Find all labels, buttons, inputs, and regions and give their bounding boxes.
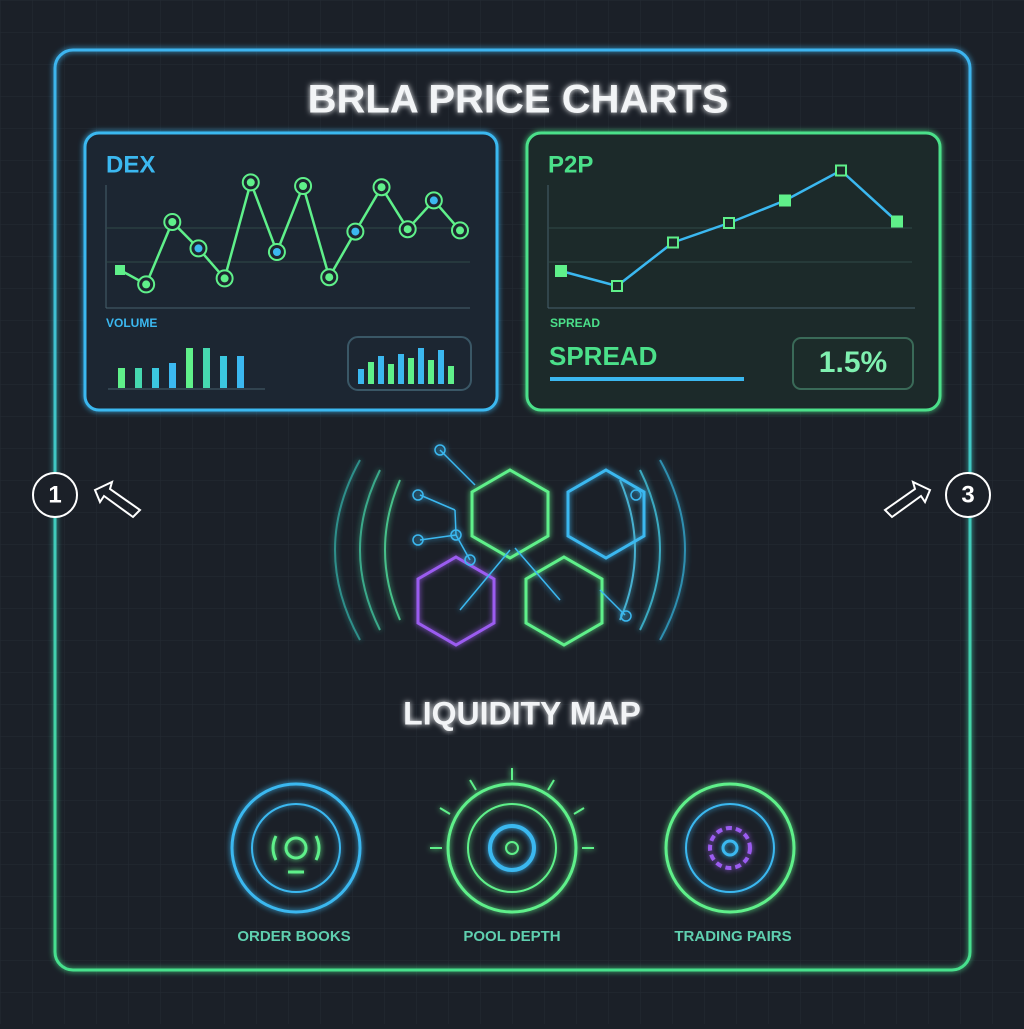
volume-bar <box>152 368 159 388</box>
point-core <box>325 273 334 282</box>
point-core <box>377 183 386 192</box>
point-core <box>456 226 464 235</box>
point-core <box>299 182 308 190</box>
volume-bar <box>388 364 394 384</box>
point-core <box>351 227 360 236</box>
spread-value: 1.5% <box>819 346 887 379</box>
volume-bar <box>418 348 424 384</box>
dex-label: DEX <box>106 151 155 178</box>
volume-bar <box>358 369 364 384</box>
volume-bar <box>398 354 404 384</box>
point <box>835 164 847 177</box>
volume-bar <box>118 368 125 388</box>
point <box>611 280 623 292</box>
point-core <box>246 178 255 187</box>
volume-label: VOLUME <box>106 316 157 330</box>
title: BRLA PRICE CHARTS <box>308 78 729 122</box>
volume-bar <box>408 358 414 384</box>
point <box>723 217 735 229</box>
point <box>779 194 791 207</box>
axis-label: SPREAD <box>550 316 600 330</box>
dex-panel <box>83 131 499 412</box>
arrow-left[interactable] <box>93 480 142 519</box>
liquidity-network <box>334 444 686 647</box>
point <box>115 265 125 275</box>
next-number: 3 <box>961 481 974 508</box>
point-core <box>142 280 151 289</box>
feature-label: ORDER BOOKS <box>237 928 350 945</box>
volume-bar <box>448 366 454 384</box>
p2p-label: P2P <box>548 151 593 178</box>
feature-icons <box>230 768 796 914</box>
point <box>555 265 567 277</box>
next-button[interactable] <box>945 472 991 518</box>
map-title: LIQUIDITY MAP <box>403 695 641 731</box>
volume-bar <box>428 360 434 384</box>
dex-chart <box>115 173 469 388</box>
volume-bar <box>203 348 210 388</box>
volume-bar <box>368 362 374 384</box>
point-core <box>429 196 438 205</box>
feature-label: POOL DEPTH <box>463 928 560 945</box>
point-core <box>220 274 229 283</box>
p2p-chart <box>555 164 903 292</box>
volume-bar <box>135 368 142 388</box>
volume-bar <box>438 350 444 384</box>
prev-button[interactable] <box>32 472 78 518</box>
volume-bar <box>378 356 384 384</box>
mini-box <box>347 336 472 391</box>
arrow-right[interactable] <box>883 480 932 519</box>
point <box>667 236 679 249</box>
point-core <box>194 244 203 253</box>
spread-box <box>792 337 914 390</box>
volume-bar <box>169 363 176 388</box>
volume-bar <box>186 348 193 388</box>
volume-bar <box>220 356 227 388</box>
volume-bar <box>237 356 244 388</box>
point-core <box>272 248 281 256</box>
point <box>891 215 903 228</box>
spread-label: SPREAD <box>549 341 657 371</box>
prev-number: 1 <box>48 481 61 508</box>
feature-label: TRADING PAIRS <box>674 928 791 945</box>
point-core <box>403 225 412 234</box>
point-core <box>168 218 177 226</box>
